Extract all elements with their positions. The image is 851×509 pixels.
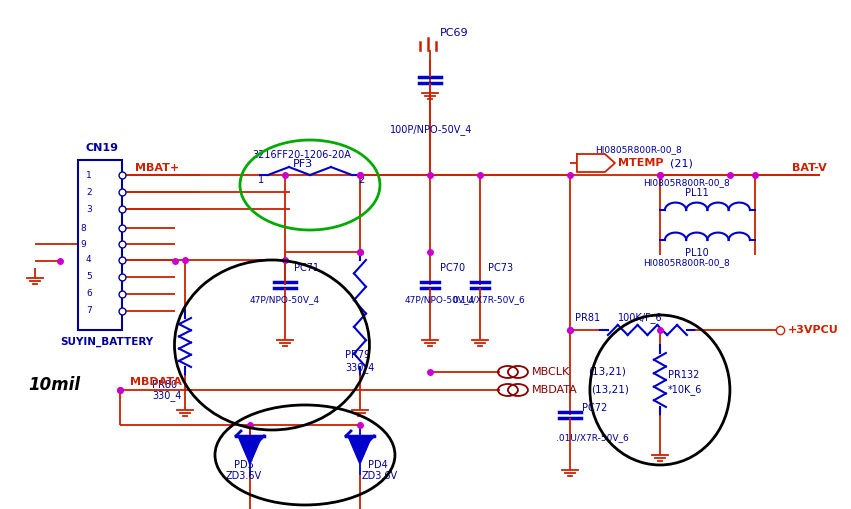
Text: PD4: PD4 [368,460,388,470]
Polygon shape [238,436,262,464]
Text: BAT-V: BAT-V [792,163,826,173]
Text: MBAT+: MBAT+ [135,163,179,173]
Text: *10K_6: *10K_6 [668,384,702,395]
Text: 5: 5 [86,272,92,281]
Text: PF3: PF3 [293,159,313,169]
Text: 8: 8 [80,223,86,233]
Text: MTEMP: MTEMP [618,158,664,168]
Text: HI0805R800R-00_8: HI0805R800R-00_8 [595,146,682,155]
Text: HI0805R800R-00_8: HI0805R800R-00_8 [643,179,729,187]
Text: 47P/NPO-50V_4: 47P/NPO-50V_4 [250,296,320,304]
Text: +3VPCU: +3VPCU [788,325,838,335]
Text: PC70: PC70 [440,263,465,273]
Text: ZD3.6V: ZD3.6V [226,471,262,481]
Text: PC73: PC73 [488,263,513,273]
Text: .01U/X7R-50V_6: .01U/X7R-50V_6 [556,434,629,442]
Text: 100K/F_6: 100K/F_6 [618,313,663,323]
Text: 4: 4 [86,256,92,265]
Text: 7: 7 [86,306,92,316]
Text: PD5: PD5 [234,460,254,470]
Text: ZD3.6V: ZD3.6V [362,471,398,481]
Text: 100P/NPO-50V_4: 100P/NPO-50V_4 [390,125,472,135]
Text: PR79: PR79 [345,350,370,360]
Text: 6: 6 [86,290,92,298]
Text: 1: 1 [258,175,264,185]
Text: PC69: PC69 [440,28,469,38]
Text: PC72: PC72 [582,403,607,413]
Text: (21): (21) [670,158,693,168]
Text: MBDATA: MBDATA [130,377,182,387]
Text: 1: 1 [86,171,92,180]
Text: 330_4: 330_4 [152,390,181,402]
Text: PL10: PL10 [685,248,709,258]
Text: PR81: PR81 [575,313,600,323]
Text: PL11: PL11 [685,188,709,198]
Polygon shape [577,154,615,172]
Text: 2: 2 [358,175,364,185]
Text: 0.1U/X7R-50V_6: 0.1U/X7R-50V_6 [452,296,525,304]
Text: 10mil: 10mil [28,376,80,394]
Text: (13,21): (13,21) [591,385,629,395]
Bar [78,160,122,330]
Text: (13,21): (13,21) [588,367,625,377]
Text: CN19: CN19 [86,143,119,153]
Text: HI0805R800R-00_8: HI0805R800R-00_8 [643,259,729,268]
Polygon shape [348,436,372,464]
Text: MBCLK: MBCLK [532,367,570,377]
Text: MBDATA: MBDATA [532,385,578,395]
Text: SUYIN_BATTERY: SUYIN_BATTERY [60,337,153,347]
Text: PC71: PC71 [294,263,319,273]
Text: 3: 3 [86,205,92,213]
Text: PR80: PR80 [152,380,177,390]
Text: 2: 2 [86,187,92,196]
Text: PR132: PR132 [668,370,700,380]
Text: 47P/NPO-50V_4: 47P/NPO-50V_4 [405,296,475,304]
Text: 9: 9 [80,240,86,248]
Text: 3216FF20-1206-20A: 3216FF20-1206-20A [252,150,351,160]
Text: 330_4: 330_4 [345,362,374,374]
